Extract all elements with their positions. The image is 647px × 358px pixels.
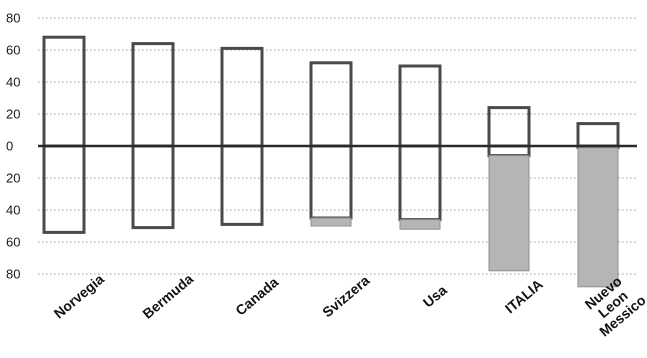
x-axis-labels: Norvegia Bermuda Canada Svizzera Usa ITALIA Nu… [51,270,647,339]
y-tick-label: 80 [6,11,20,26]
bar-negative-outline [309,144,353,220]
y-tick-label: 60 [6,235,20,250]
bar-positive [398,64,442,148]
category-label: Canada [232,274,281,319]
bars [42,35,620,288]
bar-negative-outline [220,144,264,226]
y-tick-label: 20 [6,171,20,186]
y-tick-label: 40 [6,75,20,90]
bar-positive [576,122,620,148]
bar-negative-fill [488,155,530,272]
bar-positive [131,42,175,148]
y-axis: 80 60 40 20 0 20 40 60 80 [6,11,637,282]
y-tick-label: 80 [6,267,20,282]
y-tick-label: 20 [6,107,20,122]
bar-positive [220,46,264,148]
category-label: ITALIA [502,276,546,317]
y-tick-label: 60 [6,43,20,58]
bar-negative-outline [398,144,442,222]
category-label: Usa [420,282,450,311]
bar-positive [42,35,86,148]
category-label: Svizzera [319,272,372,320]
category-label: Norvegia [51,271,107,322]
y-tick-label: 40 [6,203,20,218]
bar-positive [309,61,353,148]
bar-negative-fill [310,217,352,227]
bar-negative-fill [577,147,619,288]
bar-negative-outline [487,144,531,158]
bar-negative-outline [131,144,175,230]
bar-negative-outline [42,144,86,234]
bar-positive [487,106,531,148]
bar-negative-fill [399,219,441,230]
category-label: Bermuda [139,270,196,321]
y-tick-label: 0 [6,139,13,154]
